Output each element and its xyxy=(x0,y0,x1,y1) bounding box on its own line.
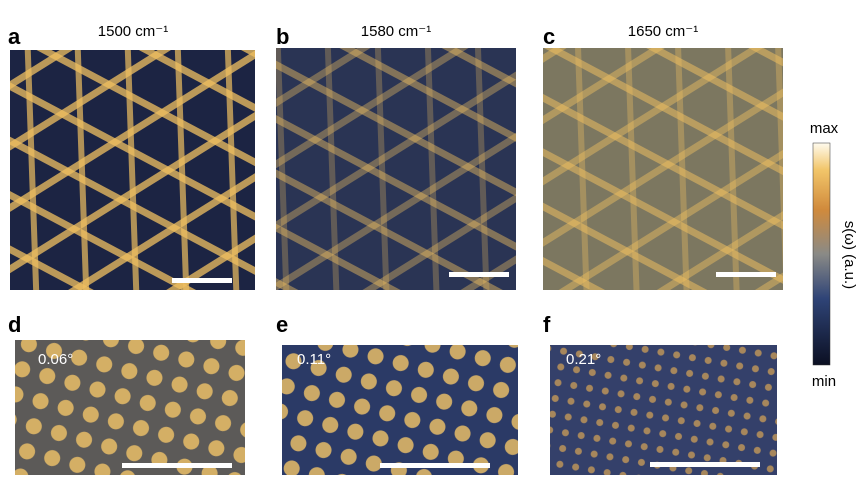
panel-title: 1580 cm⁻¹ xyxy=(361,23,431,40)
scale-bar xyxy=(380,463,490,468)
scale-bar xyxy=(650,462,760,467)
panel-label: a xyxy=(8,24,21,49)
panel-title: 1650 cm⁻¹ xyxy=(628,23,698,40)
panel-label: d xyxy=(8,312,21,337)
colorbar xyxy=(813,143,830,365)
colorbar-label: s(ω) (a.u.) xyxy=(841,221,858,289)
panel-title: 1500 cm⁻¹ xyxy=(98,23,168,40)
image-b xyxy=(276,48,516,290)
twist-angle: 0.06° xyxy=(38,351,73,368)
twist-angle: 0.21° xyxy=(566,351,601,368)
image-a xyxy=(10,50,255,290)
scale-bar xyxy=(716,272,776,277)
image-c xyxy=(543,48,783,290)
twist-angle: 0.11° xyxy=(297,351,331,368)
panel-label: b xyxy=(276,24,289,49)
scale-bar xyxy=(449,272,509,277)
colorbar-max: max xyxy=(810,120,839,137)
scale-bar xyxy=(172,278,232,283)
panel-label: c xyxy=(543,24,555,49)
panel-label: f xyxy=(543,312,551,337)
scale-bar xyxy=(122,463,232,468)
figure: a b c d e f 1500 cm⁻¹ 1580 cm⁻¹ 1650 cm⁻… xyxy=(0,0,858,481)
panel-label: e xyxy=(276,312,288,337)
colorbar-min: min xyxy=(812,373,836,390)
